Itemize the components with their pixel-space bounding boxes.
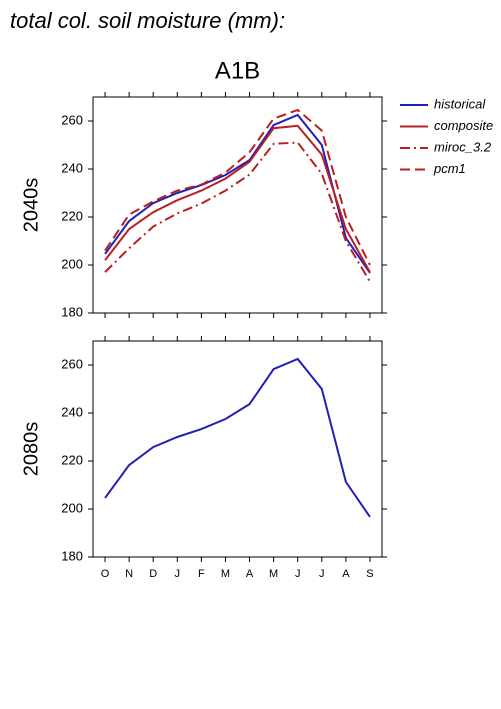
x-tick-label: F (198, 568, 205, 580)
series-line (104, 113, 371, 274)
series-line (104, 108, 371, 266)
panel-title: A1B (215, 57, 260, 84)
plot-frame (92, 96, 383, 314)
y-tick-label: 260 (61, 356, 83, 371)
x-tick-label: A (246, 568, 254, 580)
y-tick-label: 220 (61, 452, 83, 467)
y-tick-label: 240 (61, 160, 83, 175)
legend-label: miroc_3.2 (434, 139, 492, 154)
x-tick-label: A (342, 568, 350, 580)
x-tick-label: S (366, 568, 373, 580)
y-tick-label: 180 (61, 304, 83, 319)
legend-label: historical (434, 96, 486, 111)
y-tick-label: 260 (61, 112, 83, 127)
legend-label: pcm1 (433, 161, 466, 176)
x-tick-label: J (295, 568, 301, 580)
x-tick-label: O (101, 568, 110, 580)
page-title: total col. soil moisture (mm): (10, 8, 285, 33)
x-tick-label: M (221, 568, 230, 580)
y-axis-label: 2080s (20, 422, 42, 477)
plot-frame (92, 340, 383, 558)
y-axis-label: 2040s (20, 178, 42, 233)
x-tick-label: J (175, 568, 181, 580)
x-tick-label: J (319, 568, 325, 580)
series-line (104, 124, 371, 273)
x-tick-label: N (125, 568, 133, 580)
y-tick-label: 200 (61, 256, 83, 271)
x-tick-label: M (269, 568, 278, 580)
series-line (104, 357, 371, 518)
series-line (104, 141, 371, 283)
y-tick-label: 240 (61, 404, 83, 419)
y-tick-label: 200 (61, 500, 83, 515)
y-tick-label: 180 (61, 548, 83, 563)
x-tick-label: D (149, 568, 157, 580)
legend-label: composite (434, 118, 493, 133)
y-tick-label: 220 (61, 208, 83, 223)
